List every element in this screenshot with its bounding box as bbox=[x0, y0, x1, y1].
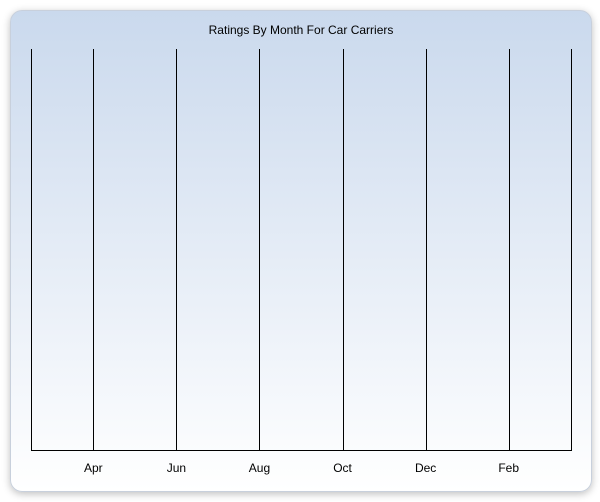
gridline bbox=[176, 49, 177, 451]
x-tick-label: Oct bbox=[333, 461, 352, 475]
x-tick-label: Jun bbox=[167, 461, 186, 475]
x-axis-labels: Apr Jun Aug Oct Dec Feb bbox=[31, 451, 571, 491]
x-tick-label: Dec bbox=[415, 461, 436, 475]
gridline bbox=[343, 49, 344, 451]
gridline bbox=[509, 49, 510, 451]
gridline bbox=[259, 49, 260, 451]
gridline bbox=[426, 49, 427, 451]
plot-right-border bbox=[571, 49, 572, 451]
plot-area bbox=[31, 49, 571, 451]
x-tick-label: Apr bbox=[84, 461, 103, 475]
chart-title: Ratings By Month For Car Carriers bbox=[11, 23, 591, 37]
x-tick-label: Feb bbox=[498, 461, 519, 475]
ratings-chart: Ratings By Month For Car Carriers Apr Jun… bbox=[10, 10, 592, 492]
x-tick-label: Aug bbox=[249, 461, 270, 475]
plot-left-border bbox=[31, 49, 32, 451]
gridline bbox=[93, 49, 94, 451]
